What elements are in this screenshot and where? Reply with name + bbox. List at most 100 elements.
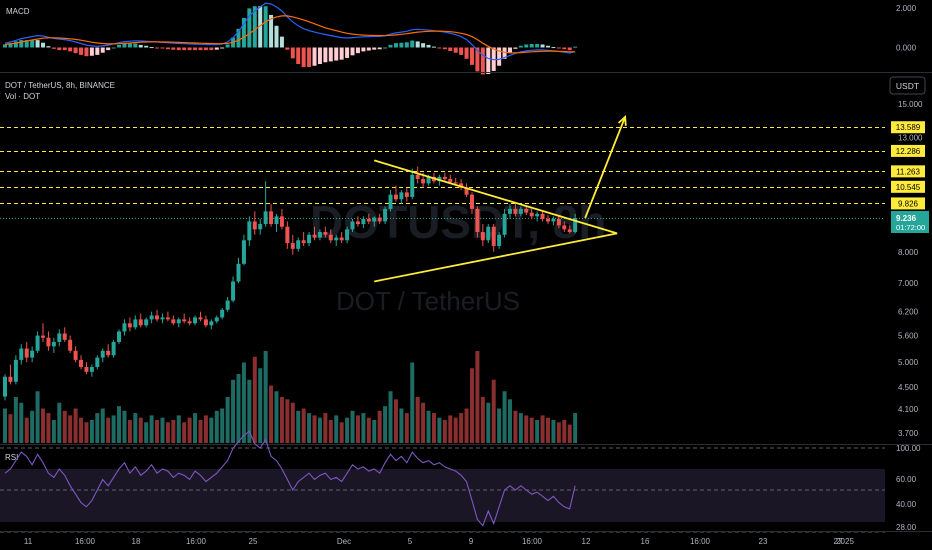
volume-bar	[13, 397, 18, 443]
volume-bar	[269, 385, 274, 443]
candle	[469, 194, 474, 209]
volume-bar	[106, 417, 111, 443]
volume-bar	[312, 415, 317, 443]
level-tag	[891, 197, 925, 210]
macd-histogram-bar	[138, 44, 143, 48]
symbol-legend[interactable]: DOT / TetherUS, 8h, BINANCE	[5, 81, 115, 90]
candle	[138, 319, 143, 326]
volume-bar	[383, 406, 388, 443]
countdown-label: 01:72:00	[896, 223, 925, 232]
candle	[345, 229, 350, 241]
volume-bar	[464, 408, 469, 443]
price-tick-label: 7.000	[898, 279, 919, 288]
volume-bar	[149, 415, 154, 443]
macd-histogram-bar	[573, 46, 578, 48]
volume-bar	[182, 422, 187, 443]
volume-legend[interactable]: Vol · DOT	[5, 92, 40, 101]
price-tick-label: 6.200	[898, 308, 919, 317]
symmetrical-triangle-drawing[interactable]	[373, 114, 627, 283]
volume-bar	[24, 417, 29, 443]
volume-bar	[198, 420, 203, 443]
volume-bar	[165, 422, 170, 443]
macd-histogram-bar	[513, 47, 518, 49]
macd-histogram-bar	[301, 47, 306, 68]
macd-histogram-bar	[486, 47, 491, 75]
level-price-tags: 13.589 12.286 11.263 10.545 9.826 9.23601:72:…	[891, 121, 929, 233]
time-tick-label: 16:00	[186, 537, 207, 546]
candle	[241, 240, 246, 264]
macd-histogram-bar	[73, 47, 78, 54]
candle	[187, 321, 192, 324]
level-tag	[891, 121, 925, 134]
macd-histogram-bar	[171, 47, 176, 50]
volume-bar	[497, 408, 502, 443]
volume-bar	[431, 413, 436, 443]
macd-histogram-bar	[160, 47, 165, 49]
macd-histogram-bar	[393, 43, 398, 48]
rsi-tick-label: 28.00	[896, 523, 917, 532]
candle	[339, 237, 344, 241]
candle	[84, 366, 89, 372]
price-tick-label: 5.000	[898, 358, 919, 367]
volume-bar	[361, 413, 366, 443]
macd-histogram-bar	[562, 47, 567, 50]
volume-bars	[3, 351, 578, 443]
volume-bar	[285, 399, 290, 443]
macd-price-scale[interactable]: 2.000 0.000	[896, 4, 917, 53]
candle	[30, 350, 35, 358]
candle	[144, 319, 149, 326]
macd-histogram-bar	[350, 47, 355, 56]
currency-button[interactable]: USDT	[889, 76, 926, 95]
macd-histogram-bar	[415, 41, 420, 48]
candle	[274, 216, 279, 225]
macd-histogram-bar	[317, 47, 322, 65]
volume-bar	[410, 362, 415, 443]
volume-bar	[241, 362, 246, 443]
volume-bar	[30, 410, 35, 443]
volume-bar	[453, 417, 458, 443]
candle	[220, 309, 225, 318]
price-tick-label: 8.000	[898, 248, 919, 257]
macd-histogram-bar	[149, 47, 154, 49]
time-tick-label: 16:00	[690, 537, 711, 546]
candle	[562, 225, 567, 230]
candle	[236, 263, 241, 282]
candle	[383, 208, 388, 222]
macd-histogram-bar	[431, 46, 436, 48]
time-tick-label: 25	[249, 537, 258, 546]
volume-bar	[442, 420, 447, 443]
candle	[203, 319, 208, 326]
candle	[155, 315, 160, 320]
candle	[57, 333, 62, 342]
watermark-name: DOT / TetherUS	[336, 286, 520, 316]
volume-bar	[393, 399, 398, 443]
candle	[361, 218, 366, 225]
breakout-arrow-line	[584, 116, 626, 219]
volume-bar	[171, 420, 176, 443]
candle	[106, 350, 111, 356]
price-scale[interactable]: 15.000 13.000 8.000 7.000 6.200 5.600 5.000 4.5…	[898, 100, 923, 438]
volume-bar	[247, 379, 252, 443]
time-tick-label: 2025	[836, 537, 854, 546]
volume-bar	[111, 415, 116, 443]
candle	[497, 234, 502, 246]
candle	[393, 194, 398, 200]
candle	[41, 335, 46, 338]
volume-bar	[258, 368, 263, 443]
macd-histogram-bar	[437, 47, 442, 49]
volume-bar	[290, 402, 295, 443]
volume-bar	[328, 420, 333, 443]
macd-histogram-bar	[127, 43, 132, 48]
macd-histogram-bar	[203, 47, 208, 51]
volume-bar	[160, 417, 165, 443]
rsi-scale[interactable]: 100.00 60.00 40.00 28.00	[896, 444, 921, 532]
candle	[285, 226, 290, 244]
candle	[290, 243, 295, 249]
candle	[279, 216, 284, 227]
macd-histogram-bar	[79, 47, 84, 55]
time-axis[interactable]: 11 16:00 18 16:00 25 Dec 5 9 16:00 12 16 16:00 23 272…	[24, 537, 855, 546]
time-tick-label: 16:00	[75, 537, 96, 546]
volume-bar	[127, 420, 132, 443]
macd-histogram-bar	[279, 36, 284, 48]
candle	[198, 317, 203, 320]
